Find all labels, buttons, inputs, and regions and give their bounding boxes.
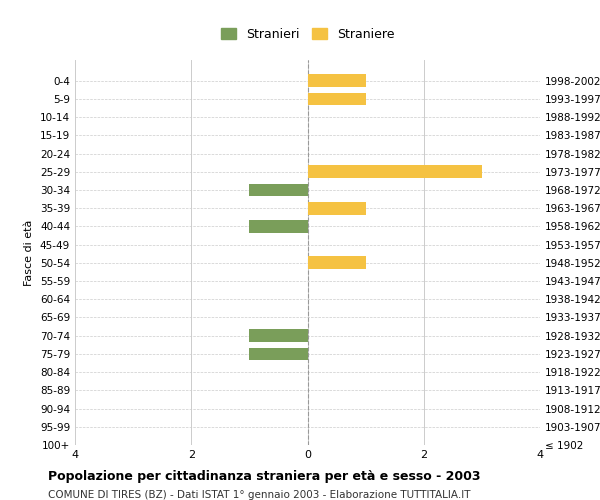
Bar	[308, 74, 365, 87]
Legend: Stranieri, Straniere: Stranieri, Straniere	[221, 28, 394, 40]
Text: COMUNE DI TIRES (BZ) - Dati ISTAT 1° gennaio 2003 - Elaborazione TUTTITALIA.IT: COMUNE DI TIRES (BZ) - Dati ISTAT 1° gen…	[48, 490, 470, 500]
Bar	[308, 256, 365, 269]
Y-axis label: Fasce di età: Fasce di età	[25, 220, 34, 286]
Bar	[308, 166, 482, 178]
Bar	[250, 184, 308, 196]
Bar	[250, 220, 308, 233]
Bar	[308, 92, 365, 106]
Bar	[308, 202, 365, 214]
Bar	[250, 330, 308, 342]
Bar	[250, 348, 308, 360]
Text: Popolazione per cittadinanza straniera per età e sesso - 2003: Popolazione per cittadinanza straniera p…	[48, 470, 481, 483]
